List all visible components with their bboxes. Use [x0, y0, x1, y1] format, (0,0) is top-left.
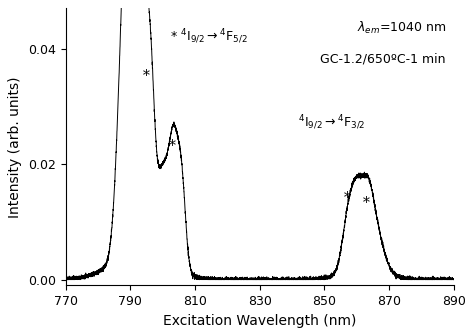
Text: GC-1.2/650ºC-1 min: GC-1.2/650ºC-1 min — [320, 53, 446, 66]
Text: * $^4$I$_{9/2}$$\rightarrow$$^4$F$_{5/2}$: * $^4$I$_{9/2}$$\rightarrow$$^4$F$_{5/2}… — [170, 28, 248, 46]
Y-axis label: Intensity (arb. units): Intensity (arb. units) — [9, 76, 22, 218]
Text: *: * — [143, 69, 150, 83]
Text: *: * — [363, 196, 370, 210]
Text: *: * — [344, 191, 350, 205]
Text: $^4$I$_{9/2}$$\rightarrow$$^4$F$_{3/2}$: $^4$I$_{9/2}$$\rightarrow$$^4$F$_{3/2}$ — [299, 114, 366, 132]
Text: *: * — [169, 139, 176, 153]
Text: $\lambda_{em}$=1040 nm: $\lambda_{em}$=1040 nm — [356, 19, 446, 36]
X-axis label: Excitation Wavelength (nm): Excitation Wavelength (nm) — [163, 314, 356, 328]
